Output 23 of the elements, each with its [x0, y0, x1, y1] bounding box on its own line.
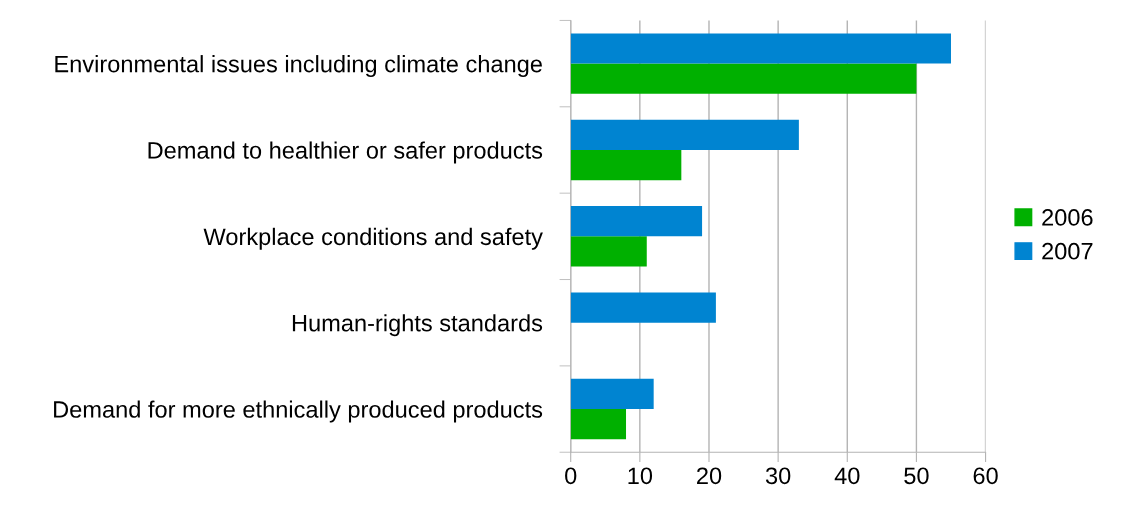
x-tick-label: 40 — [834, 467, 860, 485]
x-tick-label: 10 — [628, 467, 653, 485]
x-tick-label: 20 — [697, 467, 722, 485]
bar — [570, 119, 799, 150]
y-tick-label: Human-rights standards — [292, 314, 543, 337]
y-tick-label: Demand to healthier or safer products — [148, 141, 543, 164]
x-tick-label: 0 — [565, 467, 577, 485]
bar — [570, 63, 917, 94]
bar — [570, 409, 627, 440]
legend-label: 2006 — [1042, 209, 1093, 226]
legend-label: 2007 — [1042, 242, 1093, 260]
y-tick-label: Environmental issues including climate change — [55, 55, 542, 78]
bar — [570, 206, 703, 237]
bar — [570, 236, 647, 267]
bar — [570, 149, 682, 181]
bar — [570, 378, 654, 410]
x-tick-label: 50 — [904, 467, 929, 485]
bar — [570, 292, 716, 323]
bar — [570, 33, 951, 64]
y-tick-label: Workplace conditions and safety — [203, 227, 543, 250]
x-tick-label: 30 — [765, 467, 791, 485]
x-tick-label: 60 — [973, 467, 998, 485]
y-tick-label: Demand for more ethnically produced products — [54, 400, 543, 423]
